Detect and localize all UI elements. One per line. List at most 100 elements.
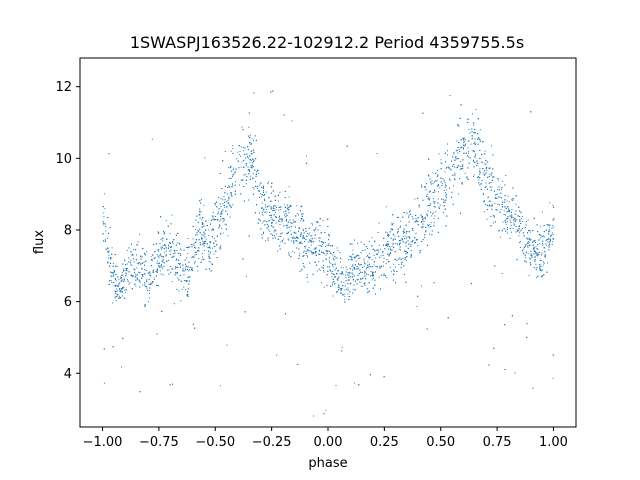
data-point	[226, 193, 228, 195]
data-point	[348, 277, 349, 278]
data-point	[259, 184, 261, 186]
data-point	[283, 211, 285, 213]
data-point	[337, 250, 339, 251]
data-point	[542, 240, 544, 242]
data-point	[202, 256, 203, 258]
data-point	[380, 255, 382, 257]
data-point	[371, 275, 373, 276]
data-point	[451, 174, 453, 176]
data-point	[286, 227, 288, 229]
data-point	[121, 274, 123, 276]
data-point	[312, 241, 314, 243]
data-point	[279, 248, 281, 250]
data-point	[224, 185, 226, 187]
data-point	[205, 220, 207, 222]
data-point	[477, 176, 479, 178]
data-point	[462, 167, 464, 169]
data-point	[168, 269, 170, 271]
data-point	[268, 220, 270, 222]
data-point	[401, 261, 403, 263]
data-point	[513, 219, 515, 221]
data-point	[261, 222, 263, 224]
data-point	[172, 383, 173, 385]
data-point	[473, 132, 475, 134]
data-point	[332, 245, 334, 247]
data-point	[201, 238, 203, 240]
data-point	[199, 232, 201, 234]
data-point	[287, 233, 288, 235]
data-point	[507, 210, 509, 212]
data-point	[227, 213, 228, 215]
data-point	[391, 249, 393, 251]
data-point	[424, 186, 426, 188]
data-point	[199, 217, 201, 219]
data-point	[230, 192, 232, 194]
data-point	[351, 259, 353, 261]
data-point	[336, 247, 338, 249]
data-point	[421, 221, 423, 223]
data-point	[334, 276, 336, 278]
data-point	[348, 299, 350, 301]
data-point	[369, 266, 371, 268]
data-point	[359, 257, 361, 259]
data-point	[231, 195, 233, 197]
data-point	[428, 191, 430, 193]
data-point	[362, 277, 364, 279]
data-point	[440, 159, 442, 161]
data-point	[156, 249, 158, 251]
data-point	[165, 220, 167, 222]
data-point	[308, 246, 310, 248]
data-point	[315, 251, 317, 253]
data-point	[477, 118, 479, 120]
data-point	[156, 271, 158, 273]
data-point	[267, 237, 269, 239]
data-point	[137, 241, 139, 243]
data-point	[539, 268, 541, 269]
data-point	[426, 193, 428, 195]
data-point	[184, 288, 186, 290]
data-point	[473, 159, 474, 161]
data-point	[187, 291, 189, 293]
data-point	[523, 248, 525, 250]
data-point	[482, 141, 484, 143]
data-point	[330, 252, 331, 254]
data-point	[340, 289, 342, 291]
data-point	[464, 145, 466, 147]
data-point	[235, 168, 237, 170]
data-point	[528, 230, 529, 232]
data-point	[131, 243, 132, 245]
data-point	[114, 271, 115, 273]
data-point	[428, 198, 430, 200]
data-point	[131, 254, 133, 256]
data-point	[259, 219, 260, 221]
data-point	[250, 166, 252, 168]
data-point	[130, 274, 132, 276]
data-point	[532, 387, 534, 389]
data-point	[477, 162, 479, 164]
data-point	[535, 242, 536, 244]
data-point	[170, 246, 172, 248]
data-point	[302, 263, 304, 264]
data-point	[373, 264, 375, 266]
data-point	[260, 220, 261, 222]
data-point	[136, 274, 138, 276]
data-point	[460, 104, 462, 106]
data-point	[426, 215, 428, 217]
data-point	[271, 182, 273, 184]
data-point	[153, 244, 154, 246]
data-point	[261, 186, 263, 188]
data-point	[303, 265, 305, 267]
data-point	[188, 280, 190, 282]
data-point	[141, 277, 143, 279]
data-point	[549, 224, 551, 226]
data-point	[288, 186, 290, 188]
data-point	[201, 226, 203, 228]
data-point	[334, 276, 335, 278]
data-point	[434, 189, 435, 191]
data-point	[322, 267, 324, 269]
data-point	[222, 199, 224, 201]
data-point	[276, 354, 278, 356]
data-point	[125, 272, 127, 274]
data-point	[303, 232, 305, 234]
data-point	[549, 240, 551, 242]
